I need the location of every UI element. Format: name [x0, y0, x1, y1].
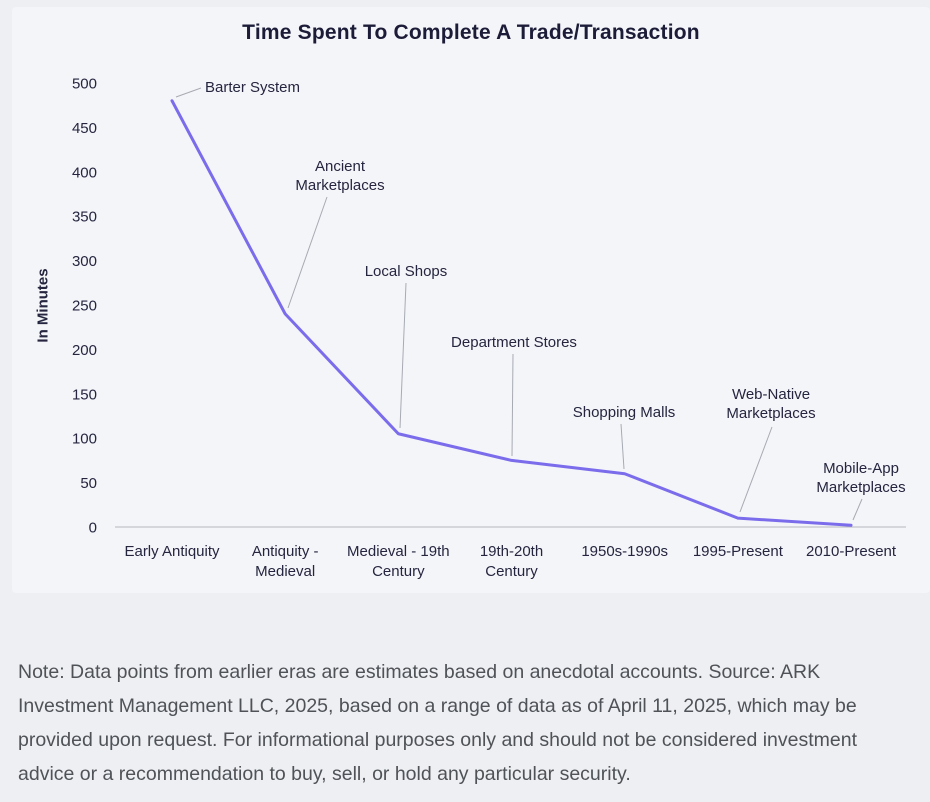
x-tick-label: 1995-Present — [693, 543, 784, 560]
point-label: Mobile-App — [823, 460, 899, 477]
chart-card — [12, 7, 930, 593]
point-label: Barter System — [205, 79, 300, 96]
point-label: Local Shops — [365, 263, 448, 280]
annotation-leader-line — [852, 498, 863, 521]
x-tick-label: Early Antiquity — [124, 543, 220, 560]
chart-title: Time Spent To Complete A Trade/Transacti… — [242, 21, 700, 44]
point-label: Ancient — [315, 158, 366, 175]
x-tick-label: 19th-20th — [480, 543, 543, 560]
y-tick-label: 200 — [72, 342, 97, 359]
x-tick-label: Century — [485, 563, 538, 580]
trade-time-line-chart: 0 50 100 150 200 250 300 350 400 450 500 Early Anti… — [72, 76, 906, 580]
x-tick-label: Century — [372, 563, 425, 580]
y-tick-label: 250 — [72, 298, 97, 315]
point-label: Marketplaces — [816, 479, 905, 496]
annotation-leader-line — [287, 196, 328, 309]
point-label: Shopping Malls — [573, 404, 676, 421]
x-tick-label: Medieval — [255, 563, 315, 580]
footnote-text: Note: Data points from earlier eras are … — [18, 661, 858, 785]
y-tick-label: 350 — [72, 209, 97, 226]
y-tick-label: 0 — [89, 520, 97, 537]
data-line — [170, 99, 853, 527]
y-tick-label: 400 — [72, 164, 97, 181]
point-label: Department Stores — [451, 334, 577, 351]
point-label: Web-Native — [732, 386, 810, 403]
x-tick-label: 1950s-1990s — [581, 543, 668, 560]
y-tick-label: 450 — [72, 120, 97, 137]
y-tick-label: 100 — [72, 431, 97, 448]
point-label: Marketplaces — [295, 177, 384, 194]
y-tick-label: 300 — [72, 253, 97, 270]
y-tick-label: 50 — [80, 475, 97, 492]
x-tick-label: 2010-Present — [806, 543, 897, 560]
y-tick-label: 500 — [72, 76, 97, 93]
annotation-leader-line — [739, 426, 773, 513]
annotation-leader-line — [511, 353, 514, 457]
annotation-leader-line — [399, 282, 407, 429]
annotation-leader-line — [620, 423, 625, 470]
y-tick-label: 150 — [72, 386, 97, 403]
x-tick-label: Medieval - 19th — [347, 543, 450, 560]
annotation-leader-line — [175, 87, 202, 98]
point-label: Marketplaces — [726, 405, 815, 422]
x-tick-label: Antiquity - — [252, 543, 319, 560]
